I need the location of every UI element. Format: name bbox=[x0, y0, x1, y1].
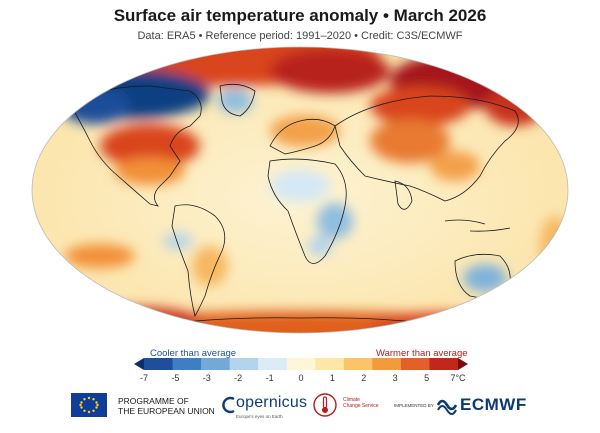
colorbar-tick-label: 5 bbox=[424, 373, 430, 383]
colorbar-segment bbox=[400, 358, 430, 370]
copernicus-c-icon bbox=[222, 396, 235, 414]
colorbar-segment bbox=[343, 358, 373, 370]
colorbar-tick-label: 3 bbox=[392, 373, 398, 383]
colorbar-tick-label: -1 bbox=[265, 373, 274, 383]
colorbar-tick-label: 0 bbox=[298, 373, 304, 383]
colorbar-tick-label: -3 bbox=[202, 373, 211, 383]
ecmwf-logo: ECMWF bbox=[460, 395, 527, 414]
implemented-by-label: IMPLEMENTED BY bbox=[394, 403, 434, 408]
ecmwf-waves-icon bbox=[436, 399, 458, 415]
colorbar-segment bbox=[315, 358, 345, 370]
colorbar-tick-label: -5 bbox=[171, 373, 180, 383]
footer-logos: PROGRAMME OF THE EUROPEAN UNION opernicu… bbox=[0, 390, 600, 433]
colorbar-tick-label: 1 bbox=[329, 373, 335, 383]
colorbar-min-arrow bbox=[134, 358, 144, 370]
copernicus-logo: opernicus bbox=[236, 394, 308, 411]
colorbar-segment bbox=[144, 358, 174, 370]
colorbar-tick-label: -2 bbox=[234, 373, 243, 383]
colorbar-segment bbox=[229, 358, 259, 370]
colorbar-segment bbox=[258, 358, 288, 370]
colorbar-segment bbox=[201, 358, 231, 370]
map-title: Surface air temperature anomaly • March … bbox=[113, 6, 487, 25]
cooler-label: Cooler than average bbox=[150, 348, 237, 359]
warmer-label: Warmer than average bbox=[376, 348, 468, 359]
c3s-line-2: Change Service bbox=[343, 403, 379, 409]
c3s-line-1: Climate bbox=[343, 397, 360, 403]
colorbar-tick-label: 7°C bbox=[450, 373, 466, 383]
c3s-text: Climate Change Service bbox=[343, 397, 379, 409]
colorbar-max-arrow bbox=[458, 358, 468, 370]
colorbar-segment bbox=[429, 358, 459, 370]
anomaly-map bbox=[31, 46, 569, 334]
eu-flag-icon bbox=[71, 393, 107, 417]
eu-line-2: THE EUROPEAN UNION bbox=[118, 406, 215, 416]
copernicus-tagline: Europe's eyes on Earth bbox=[236, 414, 283, 419]
colorbar-segment bbox=[172, 358, 202, 370]
colorbar bbox=[134, 358, 468, 370]
map-subtitle: Data: ERA5 • Reference period: 1991–2020… bbox=[137, 30, 463, 42]
colorbar-segment bbox=[286, 358, 316, 370]
colorbar-tick-label: -7 bbox=[139, 373, 148, 383]
c3s-thermometer-icon bbox=[313, 393, 337, 417]
colorbar-tick-label: 2 bbox=[361, 373, 367, 383]
colorbar-segment bbox=[372, 358, 402, 370]
eu-programme-text: PROGRAMME OF THE EUROPEAN UNION bbox=[118, 396, 228, 416]
eu-line-1: PROGRAMME OF bbox=[118, 396, 189, 406]
